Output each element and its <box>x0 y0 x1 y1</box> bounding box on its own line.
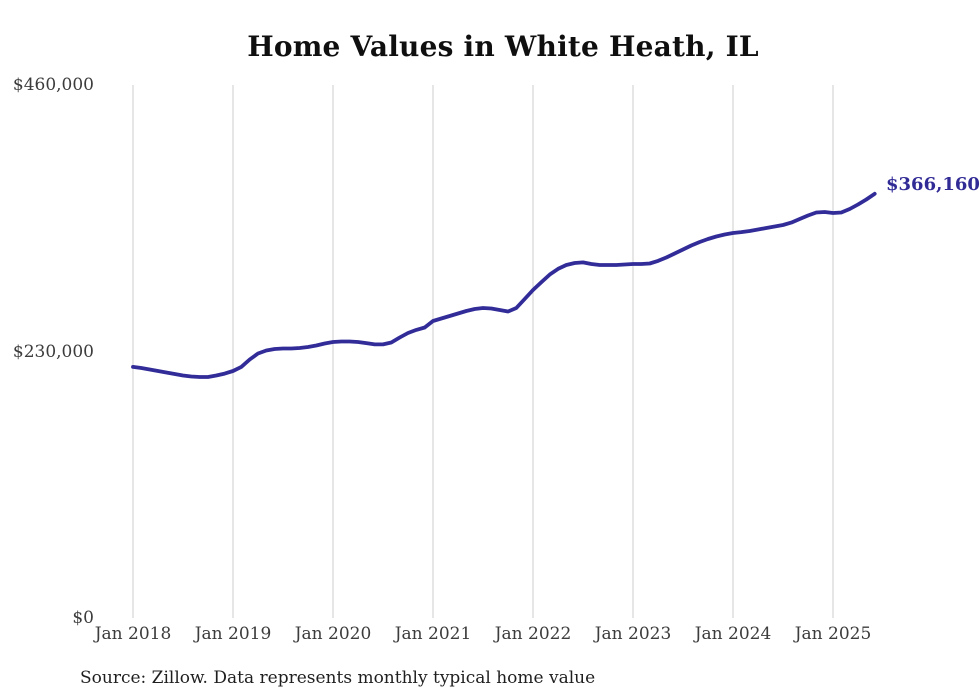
chart-title: Home Values in White Heath, IL <box>247 30 759 63</box>
latest-value-annotation: $366,160 <box>886 174 980 195</box>
y-axis-tick-label: $460,000 <box>12 75 94 95</box>
x-axis-tick-label: Jan 2023 <box>594 624 672 644</box>
home-value-line <box>131 191 877 379</box>
x-axis-tick-label: Jan 2019 <box>194 624 272 644</box>
x-axis-tick-label: Jan 2025 <box>794 624 872 644</box>
x-axis-tick-label: Jan 2018 <box>94 624 172 644</box>
x-axis-tick-label: Jan 2024 <box>694 624 772 644</box>
y-axis-tick-label: $230,000 <box>12 342 94 362</box>
source-note: Source: Zillow. Data represents monthly … <box>80 668 596 688</box>
y-axis-tick-label: $0 <box>72 608 94 628</box>
x-axis-tick-label: Jan 2021 <box>394 624 472 644</box>
x-axis-tick-label: Jan 2020 <box>294 624 372 644</box>
x-axis-tick-label: Jan 2022 <box>494 624 572 644</box>
